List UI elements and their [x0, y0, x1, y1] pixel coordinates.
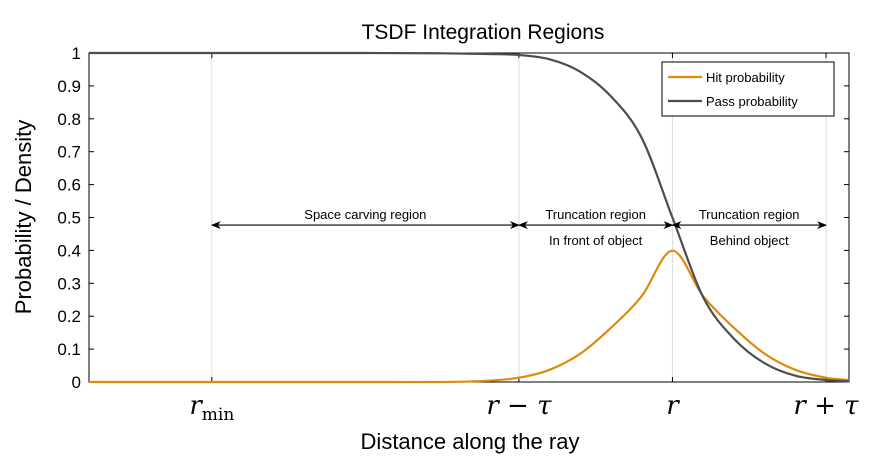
region-label: Truncation region: [545, 207, 646, 222]
y-tick-label: 0: [72, 373, 81, 392]
hit-probability-line: [89, 249, 850, 384]
x-axis-label: Distance along the ray: [361, 429, 580, 454]
legend-label: Pass probability: [706, 94, 798, 109]
y-tick-label: 0.9: [57, 77, 81, 96]
region-sublabel: Behind object: [710, 233, 789, 248]
legend-box: [661, 61, 835, 117]
legend: Hit probability Pass probability: [661, 61, 835, 117]
x-tick-label: r + τ: [793, 391, 859, 421]
y-tick-label: 0.5: [57, 209, 81, 228]
y-tick-label: 0.2: [57, 307, 81, 326]
region-sublabel: In front of object: [549, 233, 643, 248]
pass-probability-line: [89, 51, 850, 383]
y-tick-label: 0.1: [57, 340, 81, 359]
region-label: Truncation region: [699, 207, 800, 222]
x-tick-label: rmin: [189, 391, 234, 425]
y-axis-label: Probability / Density: [11, 120, 36, 314]
x-tick-label: r: [666, 391, 680, 421]
chart-title: TSDF Integration Regions: [362, 21, 605, 44]
y-tick-label: 0.4: [57, 241, 81, 260]
region-annotations: Space carving region Truncation region In …: [210, 207, 827, 248]
y-tick-label: 0.3: [57, 274, 81, 293]
series-lines: [89, 51, 850, 384]
region-label: Space carving region: [304, 207, 426, 222]
legend-label: Hit probability: [706, 70, 785, 85]
y-tick-label: 0.7: [57, 143, 81, 162]
y-tick-label: 1: [72, 44, 81, 63]
y-tick-label: 0.8: [57, 110, 81, 129]
y-tick-label: 0.6: [57, 176, 81, 195]
x-tick-label: r − τ: [486, 391, 552, 421]
